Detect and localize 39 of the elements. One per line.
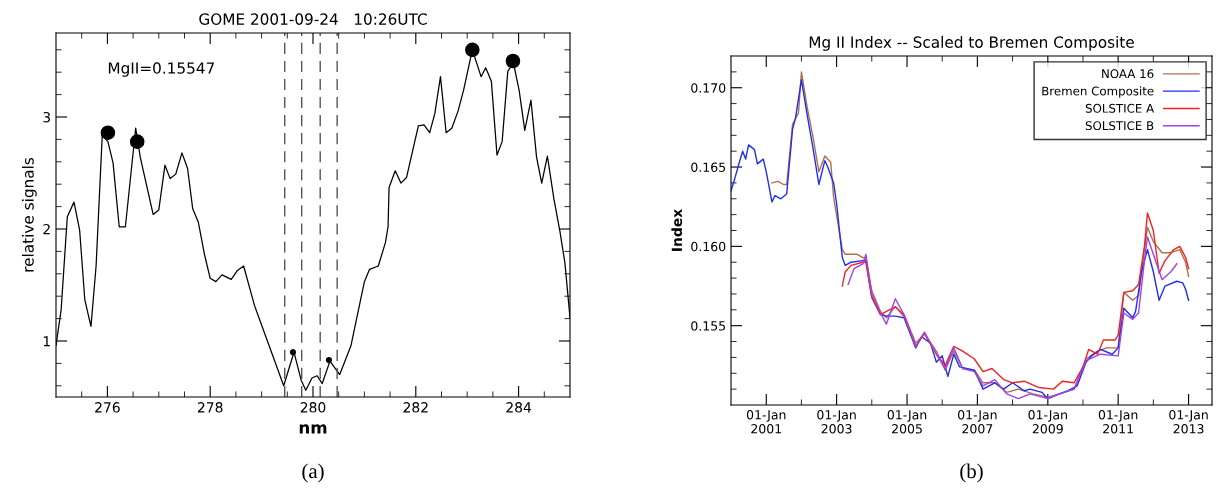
y-tick-label: 0.170 [691, 83, 726, 93]
point [289, 349, 297, 356]
y-tick-label: 3 [43, 111, 51, 123]
x-tick-label: 01-Jan 2011 [1098, 410, 1138, 434]
point [505, 53, 521, 69]
x-tick-label: 276 [95, 402, 120, 413]
legend-label: SOLSTICE A [1085, 103, 1155, 113]
line-series [847, 236, 1178, 400]
point [325, 356, 333, 364]
legend-label: SOLSTICE B [1085, 121, 1154, 131]
x-tick-label: 01-Jan 2001 [746, 410, 786, 434]
y-tick-label: 0.160 [691, 241, 726, 252]
point [100, 125, 116, 140]
point [465, 42, 480, 58]
x-axis-title: nm [299, 424, 327, 434]
legend-label: Bremen Composite [1042, 86, 1154, 98]
x-tick-label: 01-Jan 2003 [817, 410, 856, 434]
x-tick-label: 282 [403, 402, 428, 413]
annotation: MgII=0.15547 [108, 62, 214, 77]
line-series [841, 212, 1190, 390]
x-tick-label: 01-Jan 2007 [958, 410, 997, 434]
x-tick-label: 284 [506, 402, 532, 413]
x-tick-label: 01-Jan 2013 [1169, 410, 1208, 434]
x-tick-label: 01-Jan 2009 [1028, 410, 1067, 434]
x-tick-label: 280 [300, 402, 326, 413]
y-tick-label: 1 [43, 336, 50, 347]
x-tick-label: 01-Jan 2005 [887, 410, 927, 434]
y-tick-label: 0.155 [691, 321, 726, 331]
y-axis-title: relative signals [21, 157, 37, 272]
x-tick-label: 278 [197, 402, 223, 413]
y-axis-title: Index [671, 209, 683, 251]
y-tick-label: 0.165 [691, 162, 726, 172]
chart-title: Mg II Index -- Scaled to Bremen Composite [809, 36, 1134, 51]
chart-title: GOME 2001-09-24 10:26UTC [199, 13, 427, 25]
legend-label: NOAA 16 [1102, 69, 1154, 79]
point [129, 134, 145, 149]
y-tick-label: 2 [43, 223, 50, 235]
text: (a) [302, 463, 324, 483]
text: (b) [960, 463, 983, 483]
